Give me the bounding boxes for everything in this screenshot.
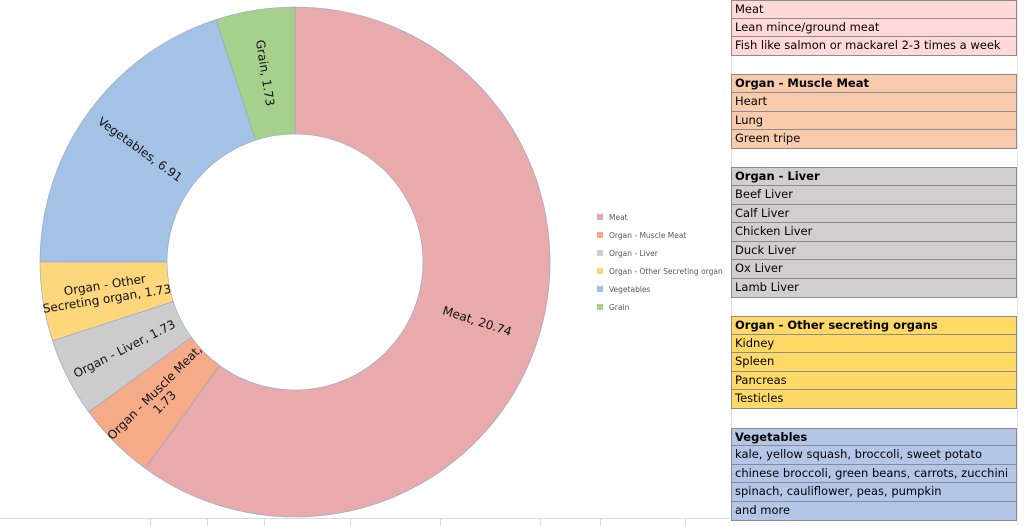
gridline-7 [685,519,686,526]
table-cell[interactable]: Testicles [731,390,1017,410]
table-cell[interactable]: and more [731,502,1017,521]
table-cell[interactable]: Lung [731,111,1017,131]
legend-label: Organ - Muscle Meat [609,230,687,240]
table-gap [731,409,1017,428]
legend-label: Grain [609,302,630,312]
legend-entry-1: Organ - Muscle Meat [597,226,723,244]
table-cell[interactable]: kale, yellow squash, broccoli, sweet pot… [731,446,1017,465]
table-cell[interactable]: Calf Liver [731,204,1017,224]
donut-slice-4 [39,19,256,263]
table-cell[interactable]: Chicken Liver [731,223,1017,242]
legend-label: Organ - Liver [609,248,658,258]
gridline-4 [440,519,441,526]
gridline-6 [600,519,601,526]
legend-swatch-icon [597,250,603,256]
table-cell[interactable]: Green tripe [731,130,1017,149]
table-cell[interactable]: Kidney [731,334,1017,354]
table-cell[interactable]: Fish like salmon or mackarel 2-3 times a… [731,37,1017,56]
gridline-3 [350,519,351,526]
legend-swatch-icon [597,214,603,220]
table-cell[interactable]: Lean mince/ground meat [731,18,1017,38]
gridline-1 [207,519,208,526]
table-cell[interactable]: Ox Liver [731,260,1017,279]
table-cell[interactable]: Pancreas [731,371,1017,391]
table-gap [731,148,1017,168]
legend-entry-4: Vegetables [597,280,723,298]
table-group-header[interactable]: Vegetables [731,427,1017,447]
legend-entry-0: Meat [597,208,723,226]
chart-legend: Meat Organ - Muscle Meat Organ - Liver Orga… [597,208,723,316]
legend-entry-2: Organ - Liver [597,244,723,262]
spreadsheet-gridlines [0,518,730,526]
table-cell[interactable]: Beef Liver [731,185,1017,205]
table-group-header[interactable]: Organ - Liver [731,167,1017,186]
table-cell[interactable]: chinese broccoli, green beans, carrots, … [731,464,1017,484]
gridline-2 [264,519,265,526]
food-list-table: Meat Lean mince/ground meat Fish like salm… [731,0,1017,521]
sheet-edge [1017,0,1024,525]
legend-swatch-icon [597,286,603,292]
table-cell[interactable]: spinach, cauliflower, peas, pumpkin [731,483,1017,503]
legend-label: Meat [609,212,628,222]
donut-slice-0 [144,6,551,518]
table-group-header[interactable]: Organ - Other secreting organs [731,316,1017,335]
gridline-5 [540,519,541,526]
table-cell[interactable]: Heart [731,92,1017,112]
legend-entry-3: Organ - Other Secreting organ [597,262,723,280]
legend-swatch-icon [597,268,603,274]
table-cell[interactable]: Duck Liver [731,241,1017,261]
table-gap [731,55,1017,75]
legend-label: Vegetables [609,284,651,294]
table-cell[interactable]: Meat [731,0,1017,19]
legend-entry-5: Grain [597,298,723,316]
gridline-0 [150,519,151,526]
donut-chart: Meat, 20.74 Organ - Muscle Meat,1.73 Organ… [39,6,723,518]
table-cell[interactable]: Lamb Liver [731,278,1017,298]
legend-label: Organ - Other Secreting organ [609,266,723,276]
table-gap [731,297,1017,317]
legend-swatch-icon [597,232,603,238]
table-group-header[interactable]: Organ - Muscle Meat [731,74,1017,93]
table-cell[interactable]: Spleen [731,353,1017,372]
legend-swatch-icon [597,304,603,310]
donut-slice-5 [215,6,296,141]
